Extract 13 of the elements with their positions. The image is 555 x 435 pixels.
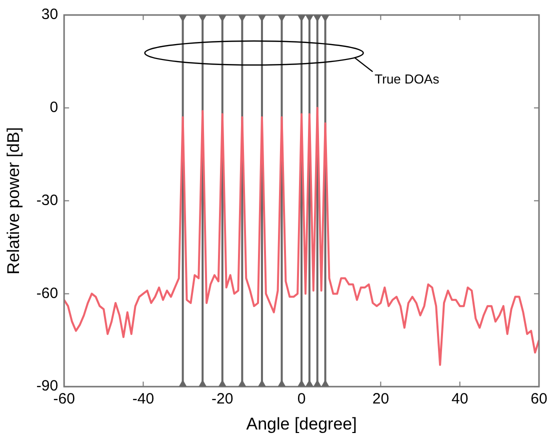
y-tick-label: 30 (41, 6, 58, 24)
annotation: True DOAs (374, 71, 440, 86)
x-axis-title: Angle [degree] (246, 414, 357, 434)
y-tick-label: -60 (36, 284, 58, 302)
x-tick-label: 40 (452, 390, 468, 408)
y-tick-label: 0 (50, 99, 58, 116)
y-axis-title: Relative power [dB] (4, 127, 23, 275)
x-tick-label: 60 (530, 390, 548, 408)
x-tick-label: 0 (297, 390, 306, 408)
x-tick-label: -20 (212, 390, 234, 408)
x-tick-label: -40 (132, 390, 154, 408)
x-tick-label: 20 (372, 390, 390, 408)
y-tick-label: -30 (36, 192, 58, 209)
